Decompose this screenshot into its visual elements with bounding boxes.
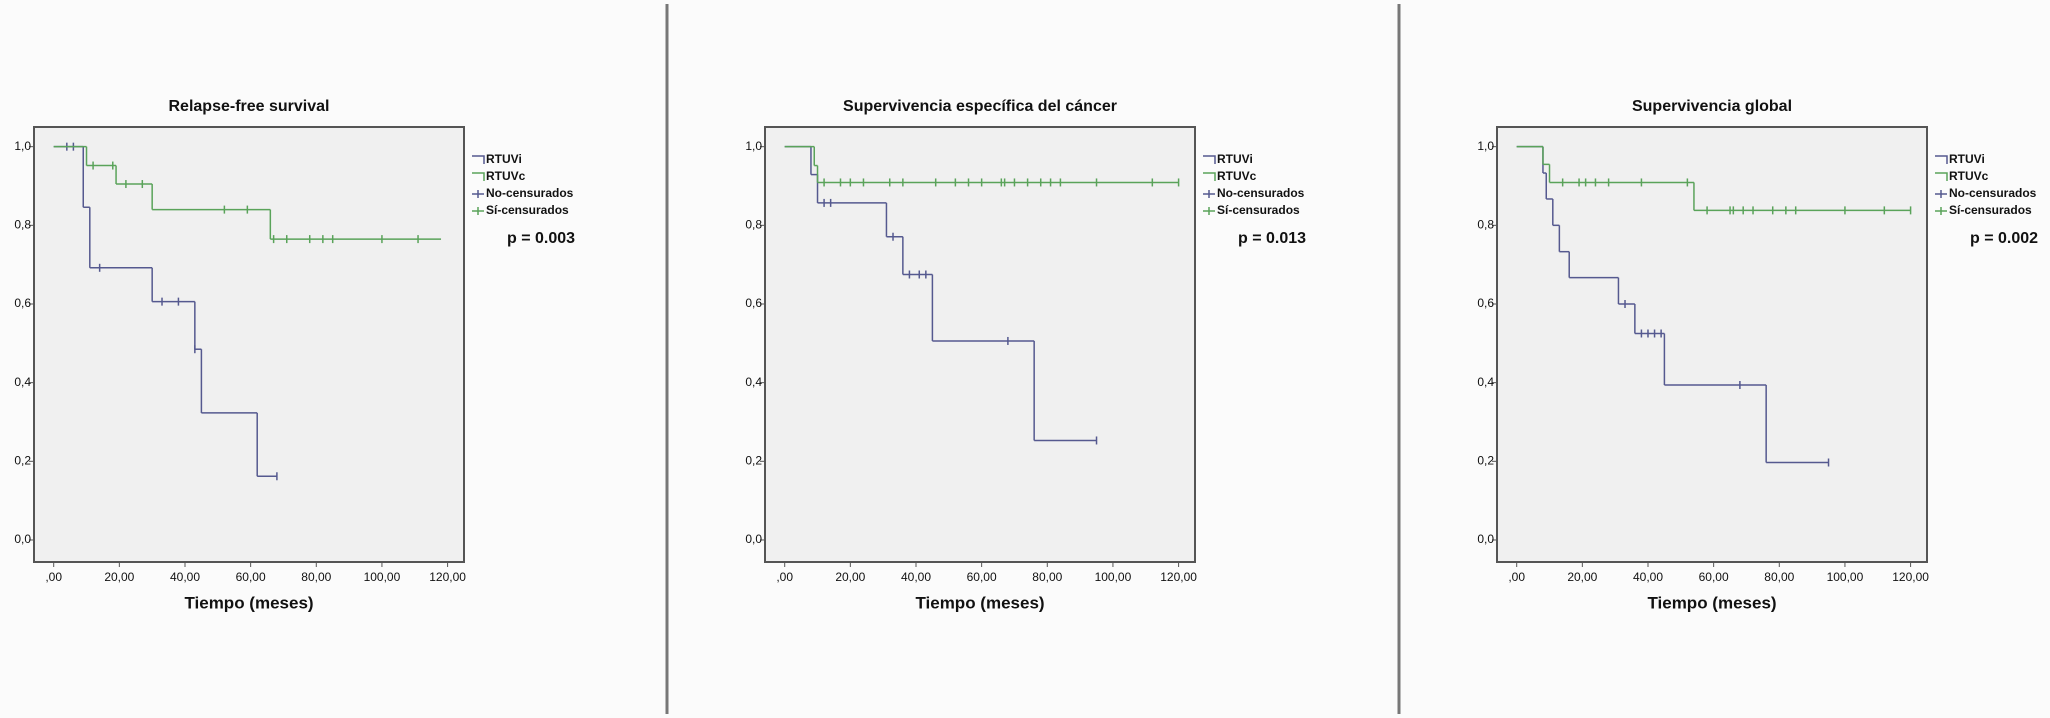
legend-label: RTUVc [1949,169,1989,183]
y-tick-label: 0,0 [1477,532,1494,546]
x-tick-label: 80,00 [1032,570,1062,584]
x-tick-label: 40,00 [901,570,931,584]
x-tick-label: 20,00 [1567,570,1597,584]
y-tick-label: 1,0 [1477,139,1494,153]
y-tick-label: 0,8 [745,217,762,231]
x-tick-label: 60,00 [1699,570,1729,584]
legend-swatch [1935,172,1948,181]
legend-swatch [1203,172,1216,181]
y-tick-label: 0,2 [14,453,31,467]
annotation: p = 0.003 [507,230,575,247]
y-tick-label: 0,2 [745,453,762,467]
y-tick-label: 0,8 [1477,217,1494,231]
x-axis-title: Tiempo (meses) [184,593,313,612]
annotation: p = 0.013 [1238,230,1306,247]
y-tick-label: 1,0 [14,139,31,153]
legend-label: RTUVi [486,152,522,166]
y-tick-label: 0,0 [745,532,762,546]
legend-label: Sí-censurados [486,203,569,217]
legend-label: Sí-censurados [1217,203,1300,217]
legend-label: RTUVc [486,169,526,183]
legend-swatch [1203,155,1216,164]
chart-title: Relapse-free survival [169,98,330,115]
x-tick-label: 100,00 [1827,570,1864,584]
x-tick-label: 40,00 [1633,570,1663,584]
x-tick-label: ,00 [45,570,62,584]
y-tick-label: 0,6 [14,296,31,310]
legend-label: No-censurados [1217,186,1305,200]
plot-area [33,126,465,563]
y-tick-label: 0,8 [14,217,31,231]
x-tick-label: 120,00 [429,570,466,584]
legend-swatch [472,155,485,164]
x-tick-label: ,00 [1508,570,1525,584]
chart-title: Supervivencia global [1632,98,1792,115]
x-axis-title: Tiempo (meses) [915,593,1044,612]
y-tick-label: 0,4 [14,375,31,389]
x-tick-label: 20,00 [835,570,865,584]
legend-swatch [1935,155,1948,164]
x-tick-label: 120,00 [1160,570,1197,584]
x-tick-label: 20,00 [104,570,134,584]
y-tick-label: 0,4 [745,375,762,389]
x-tick-label: 60,00 [967,570,997,584]
x-tick-label: 40,00 [170,570,200,584]
y-tick-label: 0,2 [1477,453,1494,467]
legend-swatch [472,172,485,181]
legend-label: RTUVi [1949,152,1985,166]
legend-label: No-censurados [1949,186,2037,200]
y-tick-label: 0,6 [745,296,762,310]
x-tick-label: ,00 [776,570,793,584]
y-tick-label: 0,0 [14,532,31,546]
x-tick-label: 60,00 [236,570,266,584]
x-tick-label: 100,00 [1095,570,1132,584]
legend-label: Sí-censurados [1949,203,2032,217]
plot-area [764,126,1196,563]
x-axis-title: Tiempo (meses) [1647,593,1776,612]
y-tick-label: 0,4 [1477,375,1494,389]
x-tick-label: 120,00 [1892,570,1929,584]
legend-label: No-censurados [486,186,574,200]
y-tick-label: 1,0 [745,139,762,153]
legend-label: RTUVc [1217,169,1257,183]
x-tick-label: 80,00 [1764,570,1794,584]
chart-title: Supervivencia específica del cáncer [843,98,1117,115]
y-tick-label: 0,6 [1477,296,1494,310]
legend-label: RTUVi [1217,152,1253,166]
annotation: p = 0.002 [1970,230,2038,247]
x-tick-label: 80,00 [301,570,331,584]
plot-area [1496,126,1928,563]
x-tick-label: 100,00 [364,570,401,584]
